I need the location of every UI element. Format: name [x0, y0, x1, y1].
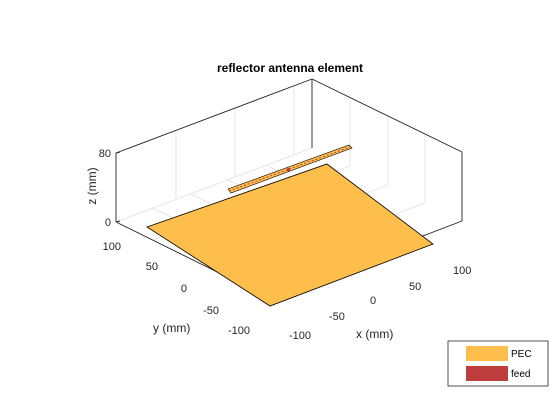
reflector-plate: [146, 163, 434, 307]
y-ticks: 100 50 0 -50 -100: [103, 241, 250, 337]
legend-label-pec: PEC: [511, 349, 532, 360]
legend-label-feed: feed: [511, 369, 530, 380]
y-tick-label: 0: [181, 283, 187, 295]
z-tick-label: 0: [105, 217, 111, 229]
feed-point: [287, 168, 290, 171]
x-tick-label: 0: [370, 295, 376, 307]
legend-swatch-feed: [466, 366, 508, 381]
y-tick-label: 50: [146, 261, 158, 273]
figure-title: reflector antenna element: [217, 61, 363, 75]
x-ticks: -100 -50 0 50 100: [289, 265, 471, 342]
x-tick-label: -100: [289, 330, 311, 342]
legend-swatch-pec: [466, 346, 508, 361]
z-ticks: 80 0: [99, 148, 121, 229]
x-tick-label: -50: [329, 311, 345, 323]
feed-strip: [227, 144, 353, 194]
x-axis-label: x (mm): [356, 327, 393, 341]
y-tick-label: -100: [228, 325, 250, 337]
legend: PEC feed: [447, 340, 549, 387]
z-tick-label: 80: [99, 148, 111, 160]
z-axis-label: z (mm): [85, 167, 99, 204]
y-tick-label: -50: [203, 305, 219, 317]
x-tick-label: 50: [409, 281, 421, 293]
y-axis-label: y (mm): [153, 321, 190, 335]
x-tick-label: 100: [453, 265, 471, 277]
y-tick-label: 100: [103, 241, 121, 253]
